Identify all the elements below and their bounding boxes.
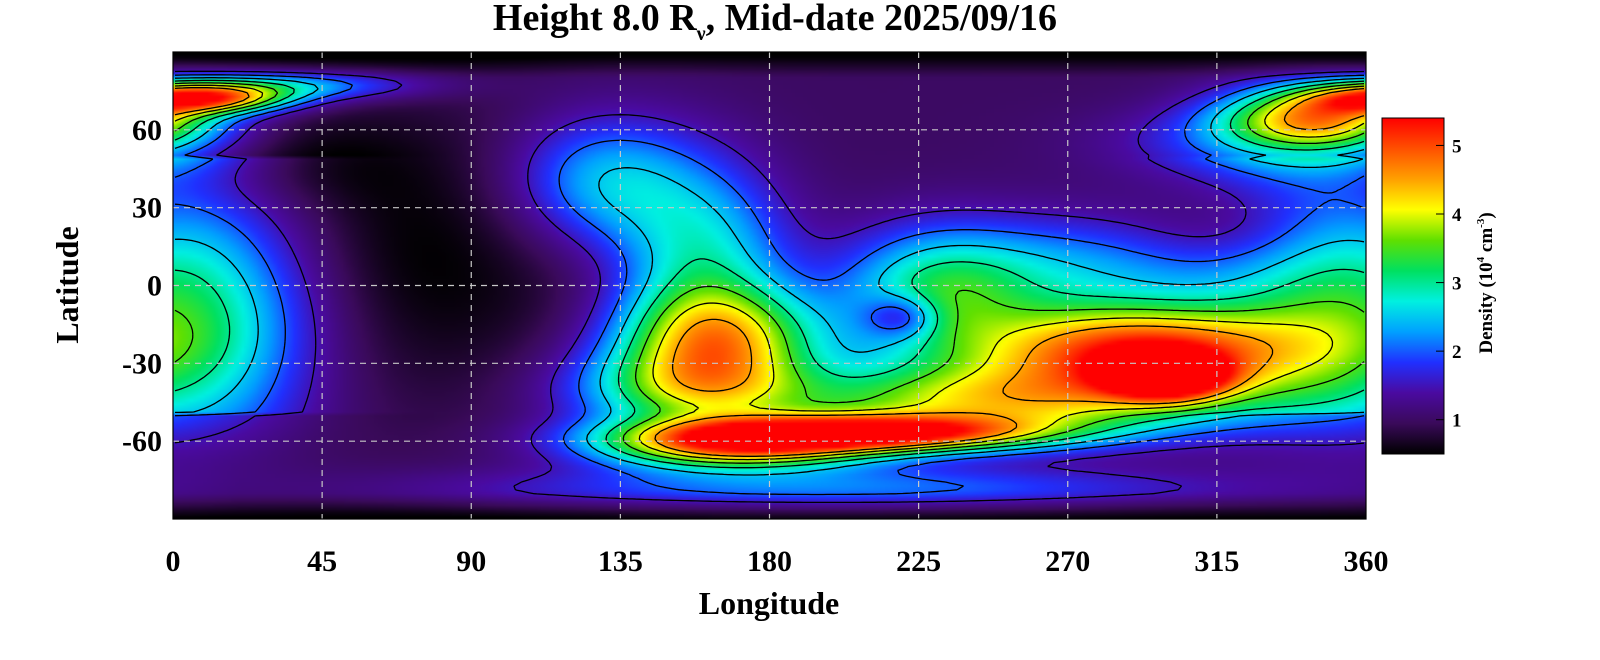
- x-tick-label: 180: [747, 545, 792, 578]
- contour-level-3-5: [174, 82, 1365, 464]
- x-tick-label: 360: [1344, 545, 1389, 578]
- x-tick-label: 225: [896, 545, 941, 578]
- x-tick-label: 270: [1045, 545, 1090, 578]
- x-tick-label: 315: [1194, 545, 1239, 578]
- title-rest: , Mid-date 2025/09/16: [706, 0, 1057, 39]
- chart-title: Height 8.0 Rν, Mid-date 2025/09/16: [493, 0, 1057, 45]
- colorbar-tick-label: 1: [1452, 411, 1462, 432]
- colorbar-tick-label: 2: [1452, 342, 1462, 363]
- contour-lines: [174, 70, 1365, 504]
- y-tick-label: -60: [122, 425, 162, 458]
- colorbar-label-mid: cm: [1476, 228, 1497, 257]
- colorbar-label: Density (104 cm-3): [1475, 212, 1497, 353]
- contour-level-4-5: [174, 87, 1365, 457]
- y-tick-label: -30: [122, 347, 162, 380]
- x-tick-labels: 0 45 90 135 180 225 270 315 360: [166, 545, 1389, 578]
- plot-frame: [172, 51, 1367, 520]
- x-tick-label: 90: [456, 545, 486, 578]
- colorbar-tick-label: 4: [1452, 205, 1462, 226]
- contour-level-1-5: [174, 70, 1365, 504]
- y-tick-label: 0: [147, 270, 162, 303]
- y-axis-label: Latitude: [49, 226, 85, 343]
- colorbar-label-suffix: ): [1476, 212, 1497, 218]
- plot-area: [172, 51, 1367, 520]
- colorbar-label-exp2: -3: [1475, 218, 1487, 228]
- colorbar-tick-label: 3: [1452, 274, 1462, 295]
- colorbar-gradient: [1381, 117, 1445, 455]
- x-tick-label: 0: [166, 545, 181, 578]
- colorbar-label-prefix: Density (10: [1476, 262, 1497, 353]
- x-axis-label: Longitude: [699, 585, 839, 621]
- y-tick-label: 60: [132, 114, 162, 147]
- contour-level-2: [174, 74, 1365, 496]
- contour-level-2-5: [174, 77, 1365, 476]
- grid-lines: [173, 52, 1366, 519]
- colorbar-label-exp1: 4: [1475, 256, 1487, 262]
- colorbar: 1 2 3 4 5: [1381, 117, 1462, 455]
- contour-level-3: [174, 79, 1365, 469]
- x-tick-label: 45: [307, 545, 337, 578]
- y-tick-label: 30: [132, 192, 162, 225]
- contour-level-4: [174, 84, 1365, 461]
- title-subscript: ν: [696, 23, 706, 45]
- title-main: Height 8.0 R: [493, 0, 697, 39]
- x-tick-label: 135: [598, 545, 643, 578]
- colorbar-tick-label: 5: [1452, 136, 1462, 157]
- y-tick-labels: -60 -30 0 30 60: [122, 114, 162, 458]
